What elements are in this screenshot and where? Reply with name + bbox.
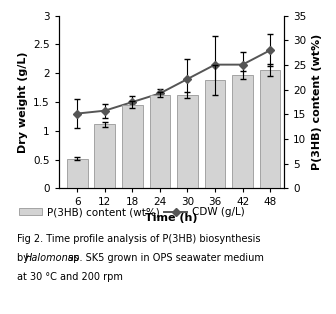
Bar	[260, 70, 281, 188]
X-axis label: Time (h): Time (h)	[145, 213, 198, 223]
Legend: P(3HB) content (wt%), CDW (g/L): P(3HB) content (wt%), CDW (g/L)	[15, 203, 249, 221]
Text: Fig 2. Time profile analysis of P(3HB) biosynthesis: Fig 2. Time profile analysis of P(3HB) b…	[17, 234, 260, 244]
Bar	[177, 95, 198, 188]
Text: at 30 °C and 200 rpm: at 30 °C and 200 rpm	[17, 272, 123, 282]
Text: sp. SK5 grown in OPS seawater medium: sp. SK5 grown in OPS seawater medium	[65, 253, 264, 263]
Text: Halomonas: Halomonas	[25, 253, 79, 263]
Text: by: by	[17, 253, 32, 263]
Bar	[232, 75, 253, 188]
Bar	[122, 105, 143, 188]
Bar	[150, 95, 170, 188]
Y-axis label: P(3HB) content (wt%): P(3HB) content (wt%)	[312, 34, 322, 170]
Bar	[205, 80, 225, 188]
Y-axis label: Dry weight (g/L): Dry weight (g/L)	[17, 51, 28, 153]
Bar	[67, 159, 87, 188]
Bar	[94, 124, 115, 188]
